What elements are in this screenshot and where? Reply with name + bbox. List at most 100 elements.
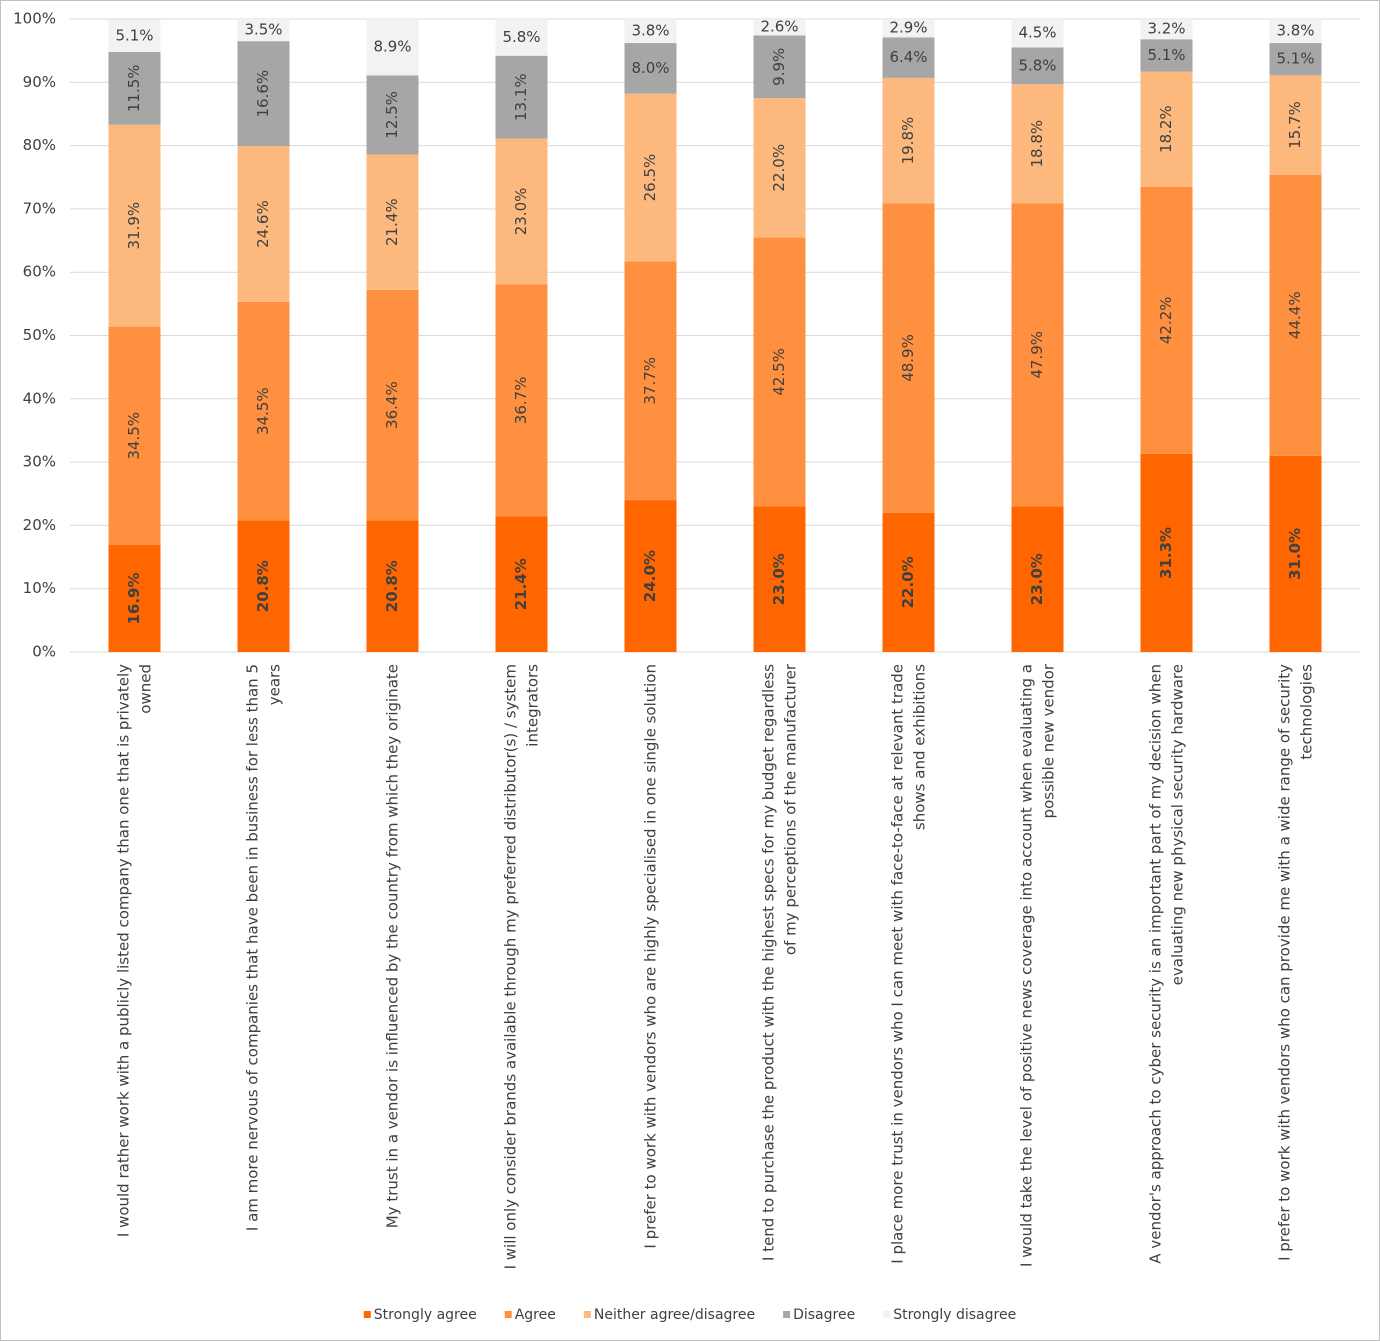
data-label: 34.5% (254, 387, 272, 435)
data-label: 34.5% (125, 412, 143, 460)
x-tick-label: I would rather work with a publicly list… (114, 664, 154, 1237)
bar-segment (366, 19, 419, 76)
data-label: 16.6% (254, 70, 272, 118)
bar-segment (753, 19, 806, 36)
bar-segment (237, 520, 290, 652)
data-label: 16.9% (125, 572, 143, 624)
data-label: 36.4% (383, 381, 401, 429)
bar-segment (624, 19, 677, 44)
bar-segment (1011, 47, 1064, 85)
bar-segment (882, 203, 935, 513)
bar-segment (624, 93, 677, 262)
y-tick-label: 70% (23, 199, 56, 217)
data-label: 42.5% (770, 348, 788, 396)
bar-segment (495, 284, 548, 517)
legend-label: Agree (515, 1307, 556, 1323)
data-label: 18.8% (1028, 120, 1046, 168)
bar-segment (237, 19, 290, 42)
bar-segment (1011, 203, 1064, 507)
data-label: 6.4% (889, 48, 927, 66)
data-label: 23.0% (1028, 553, 1046, 605)
legend-swatch (363, 1311, 371, 1318)
bar-segment (1140, 453, 1193, 652)
bar-segment (108, 545, 161, 652)
bar-segment (753, 506, 806, 652)
y-tick-label: 20% (23, 516, 56, 534)
bar-segment (1269, 455, 1322, 652)
bar-segment (108, 19, 161, 52)
data-label: 20.8% (254, 560, 272, 612)
data-label: 47.9% (1028, 331, 1046, 379)
y-tick-label: 30% (23, 453, 56, 471)
bar-segment (108, 326, 161, 546)
x-tick-label: I am more nervous of companies that have… (243, 664, 283, 1231)
data-label: 5.1% (1276, 50, 1314, 68)
y-tick-label: 50% (23, 326, 56, 344)
bar-segment (624, 43, 677, 94)
y-tick-label: 10% (23, 579, 56, 597)
data-label: 8.0% (631, 59, 669, 77)
data-label: 12.5% (383, 91, 401, 139)
legend-swatch (504, 1311, 512, 1318)
y-tick-label: 40% (23, 389, 56, 407)
data-label: 3.5% (244, 21, 282, 39)
data-label: 5.1% (115, 26, 153, 44)
data-label: 19.8% (899, 117, 917, 165)
y-tick-label: 0% (32, 643, 56, 661)
legend-swatch (783, 1311, 791, 1318)
legend-swatch (583, 1311, 591, 1318)
bar-segment (495, 19, 548, 56)
data-label: 31.9% (125, 202, 143, 250)
x-tick-label: I prefer to work with vendors who can pr… (1275, 664, 1315, 1261)
data-label: 5.8% (1018, 56, 1056, 74)
y-tick-label: 100% (13, 10, 56, 28)
data-label: 2.9% (889, 19, 927, 37)
data-label: 26.5% (641, 154, 659, 202)
bar-segment (495, 138, 548, 285)
y-tick-label: 60% (23, 263, 56, 281)
data-label: 21.4% (383, 198, 401, 246)
bar-segment (624, 261, 677, 501)
data-label: 5.8% (502, 28, 540, 46)
bar-segment (882, 37, 935, 78)
bar-segment (753, 35, 806, 99)
x-tick-label: I will only consider brands available th… (501, 664, 541, 1270)
legend-label: Strongly disagree (893, 1307, 1016, 1323)
bar-segment (1269, 43, 1322, 76)
legend-label: Neither agree/disagree (594, 1307, 755, 1323)
data-label: 24.6% (254, 200, 272, 248)
data-label: 48.9% (899, 334, 917, 382)
bar-segment (882, 19, 935, 38)
bar-segment (753, 237, 806, 507)
data-label: 42.2% (1157, 296, 1175, 344)
data-label: 8.9% (373, 38, 411, 56)
bar-segment (366, 154, 419, 290)
bar-segment (1140, 39, 1193, 72)
bar-segment (882, 77, 935, 204)
data-label: 37.7% (641, 357, 659, 405)
y-tick-label: 80% (23, 136, 56, 154)
data-label: 9.9% (770, 48, 788, 86)
data-label: 24.0% (641, 550, 659, 602)
data-label: 23.0% (512, 188, 530, 236)
bar-segment (1269, 174, 1322, 456)
legend-label: Disagree (793, 1307, 855, 1323)
x-tick-label: I tend to purchase the product with the … (759, 663, 799, 1261)
data-label: 22.0% (899, 556, 917, 608)
bar-segment (108, 124, 161, 327)
x-tick-label: I prefer to work with vendors who are hi… (641, 664, 659, 1249)
x-tick-label: I place more trust in vendors who I can … (888, 664, 928, 1264)
data-label: 3.8% (1276, 22, 1314, 40)
data-label: 23.0% (770, 553, 788, 605)
data-label: 11.5% (125, 64, 143, 112)
y-tick-label: 90% (23, 73, 56, 91)
bar-segment (366, 289, 419, 521)
bar-segment (237, 301, 290, 521)
legend-label: Strongly agree (374, 1307, 477, 1323)
x-tick-label: My trust in a vendor is influenced by th… (383, 664, 401, 1228)
data-label: 31.0% (1286, 528, 1304, 580)
legend-swatch (883, 1311, 891, 1318)
data-label: 36.7% (512, 377, 530, 425)
bar-segment (753, 98, 806, 238)
